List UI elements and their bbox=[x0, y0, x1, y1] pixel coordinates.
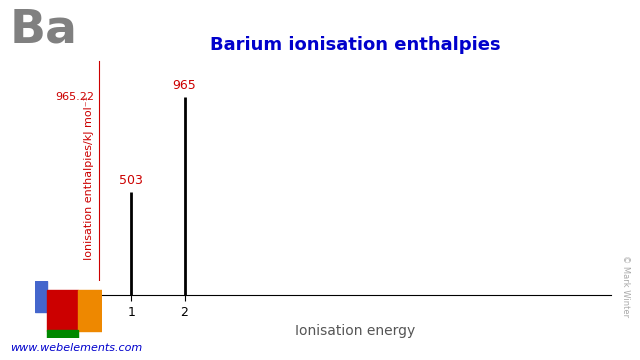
Text: © Mark Winter: © Mark Winter bbox=[621, 255, 630, 317]
Text: 965.22: 965.22 bbox=[55, 92, 94, 102]
Bar bbox=[47, 290, 78, 332]
Text: 503: 503 bbox=[119, 174, 143, 187]
Text: 965: 965 bbox=[173, 79, 196, 92]
Text: www.webelements.com: www.webelements.com bbox=[10, 343, 142, 353]
Bar bbox=[78, 290, 102, 332]
Y-axis label: Ionisation enthalpies/kJ mol⁻¹: Ionisation enthalpies/kJ mol⁻¹ bbox=[84, 96, 93, 260]
Bar bbox=[47, 330, 78, 338]
Text: Ba: Ba bbox=[10, 7, 77, 52]
Bar bbox=[35, 281, 47, 312]
X-axis label: Ionisation energy: Ionisation energy bbox=[295, 324, 415, 338]
Title: Barium ionisation enthalpies: Barium ionisation enthalpies bbox=[210, 36, 500, 54]
